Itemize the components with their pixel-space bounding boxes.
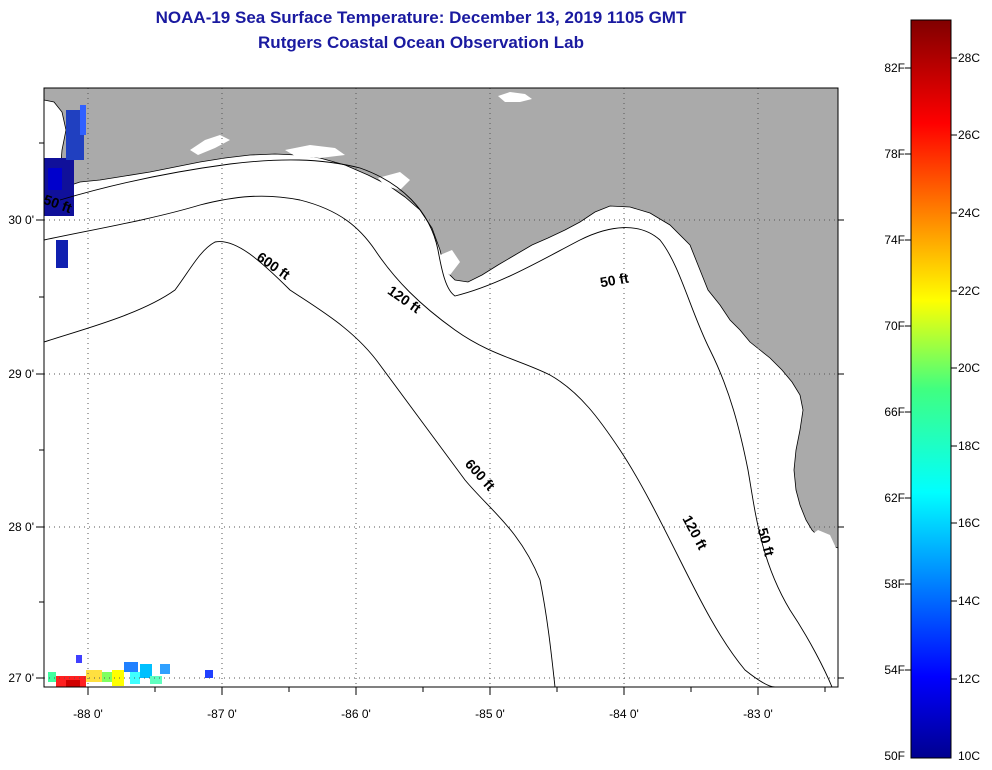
lat-tick-label: 28 0' xyxy=(8,520,34,534)
lon-tick-label: -84 0' xyxy=(609,707,639,721)
colorbar-c-label: 18C xyxy=(958,439,980,453)
colorbar-c-label: 24C xyxy=(958,206,980,220)
lon-tick-label: -88 0' xyxy=(73,707,103,721)
chart-title: NOAA-19 Sea Surface Temperature: Decembe… xyxy=(155,8,687,27)
lat-tick-label: 30 0' xyxy=(8,213,34,227)
colorbar-f-label: 62F xyxy=(884,491,905,505)
colorbar-c-label: 26C xyxy=(958,128,980,142)
map-frame xyxy=(43,87,839,688)
colorbar-c-label: 22C xyxy=(958,284,980,298)
colorbar-f-label: 54F xyxy=(884,663,905,677)
contour-120ft xyxy=(44,195,776,687)
colorbar xyxy=(910,19,952,759)
colorbar-c-label: 14C xyxy=(958,594,980,608)
colorbar-f-label: 82F xyxy=(884,61,905,75)
bay-area xyxy=(190,135,230,155)
colorbar-f-label: 58F xyxy=(884,577,905,591)
colorbar-c-label: 10C xyxy=(958,749,980,763)
inland-lake xyxy=(498,92,532,102)
land-area xyxy=(44,88,838,549)
colorbar-f-label: 78F xyxy=(884,147,905,161)
contour-600ft xyxy=(44,241,556,687)
bay-area xyxy=(378,172,410,190)
colorbar-ticks xyxy=(905,57,957,680)
contour-label-50ft: 50 ft xyxy=(599,270,630,291)
sst-pixels-mobile-bay xyxy=(44,105,86,268)
contour-label-50ft: 50 ft xyxy=(755,526,778,558)
axis-ticks xyxy=(36,142,844,695)
bay-area xyxy=(804,530,836,560)
lon-tick-label: -85 0' xyxy=(475,707,505,721)
contour-50ft xyxy=(59,159,833,687)
lon-tick-label: -86 0' xyxy=(341,707,371,721)
colorbar-f-label: 74F xyxy=(884,233,905,247)
lat-tick-label: 27 0' xyxy=(8,671,34,685)
colorbar-f-label: 66F xyxy=(884,405,905,419)
bay-area xyxy=(440,250,460,275)
colorbar-c-label: 28C xyxy=(958,51,980,65)
lat-tick-label: 29 0' xyxy=(8,367,34,381)
lon-tick-label: -87 0' xyxy=(207,707,237,721)
colorbar-c-label: 16C xyxy=(958,516,980,530)
colorbar-c-label: 20C xyxy=(958,361,980,375)
colorbar-f-label: 50F xyxy=(884,749,905,763)
colorbar-f-label: 70F xyxy=(884,319,905,333)
colorbar-c-label: 12C xyxy=(958,672,980,686)
bay-area xyxy=(285,145,345,158)
lon-tick-label: -83 0' xyxy=(743,707,773,721)
depth-contours xyxy=(44,159,833,687)
chart-subtitle: Rutgers Coastal Ocean Observation Lab xyxy=(258,33,584,52)
